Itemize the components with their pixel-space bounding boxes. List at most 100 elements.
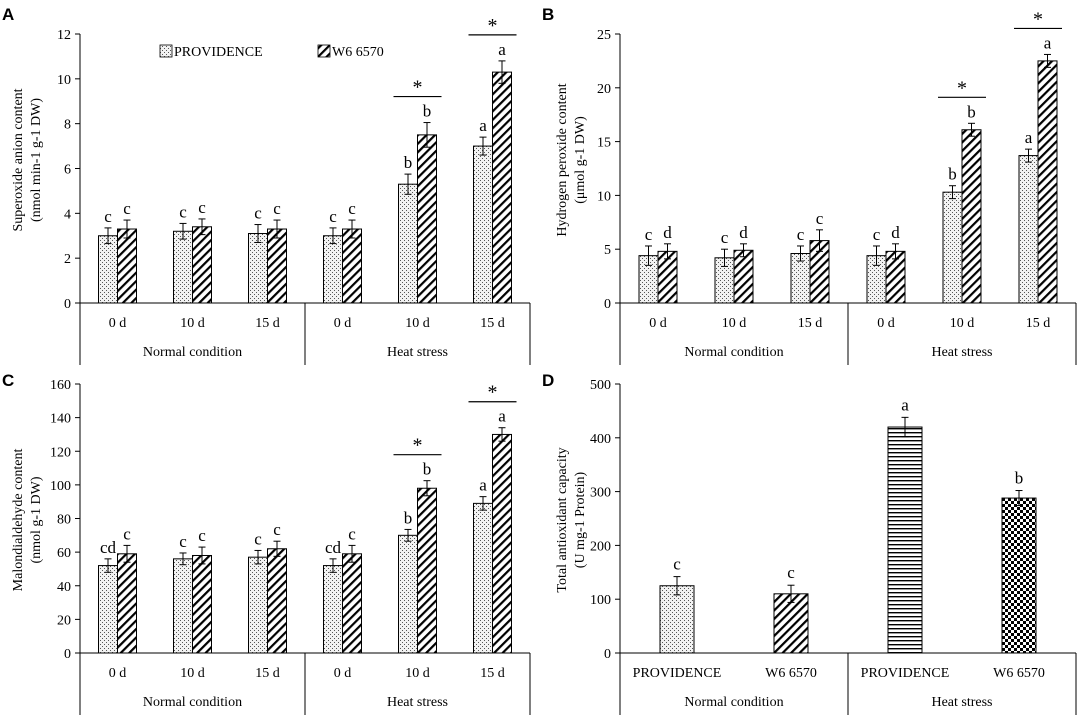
significance-letter: c [348, 199, 356, 218]
y-axis-title-a: Superoxide anion content (nmol min-1 g-1… [11, 88, 44, 231]
bar-w6-6570 [267, 228, 287, 304]
x-tick-label: 15 d [480, 316, 505, 331]
legend-swatch-w6-6570 [317, 44, 331, 58]
bar-w6-6570 [342, 228, 362, 304]
legend-label-w6-6570: W6 6570 [332, 45, 384, 60]
y-tick-label: 0 [604, 647, 611, 662]
y-tick-label: 140 [50, 412, 71, 427]
x-tick-label: 10 d [180, 316, 205, 331]
y-axis-title-c-line1: Malondialdehyde content [11, 449, 26, 592]
bar-providence [398, 534, 418, 654]
bar-providence [173, 558, 193, 654]
y-tick-label: 0 [604, 297, 611, 312]
x-tick-label: 15 d [798, 316, 823, 331]
y-tick-label: 80 [57, 513, 71, 528]
y-tick-label: 15 [597, 136, 611, 151]
x-tick-label: 0 d [109, 316, 127, 331]
significance-letter: c [179, 532, 187, 551]
bar-w6-6570 [117, 553, 137, 654]
y-axis-title-c: Malondialdehyde content (nmol g-1 DW) [11, 449, 44, 592]
group-label: Normal condition [143, 345, 242, 360]
significance-letter: c [198, 198, 206, 217]
bar-providence [473, 145, 493, 304]
bar-w6-6570 [267, 548, 287, 654]
panel-letter-d: D [542, 371, 554, 390]
x-tick-label: 15 d [255, 666, 280, 681]
bar-w6-6570 [492, 433, 512, 654]
x-tick-label: 10 d [405, 316, 430, 331]
significance-letter: a [901, 395, 909, 414]
bar-check [1001, 497, 1037, 654]
panel-letter-b: B [542, 5, 554, 24]
y-tick-label: 200 [590, 539, 611, 554]
y-tick-label: 40 [57, 580, 71, 595]
panel-letter-c: C [2, 371, 14, 390]
bar-providence [248, 233, 268, 304]
y-tick-label: 300 [590, 486, 611, 501]
y-tick-label: 400 [590, 432, 611, 447]
significance-star: * [413, 77, 423, 99]
bar-providence [942, 191, 963, 304]
y-tick-label: 60 [57, 546, 71, 561]
y-tick-label: 20 [597, 82, 611, 97]
y-axis-title-b: Hydrogen peroxide content (μmol g-1 DW) [555, 83, 588, 236]
significance-letter: c [254, 529, 262, 548]
y-axis-title-b-line2: (μmol g-1 DW) [573, 116, 588, 204]
bar-providence [98, 235, 118, 304]
y-tick-label: 160 [50, 378, 71, 393]
bar-providence [398, 183, 418, 304]
group-label: Normal condition [684, 345, 783, 360]
x-tick-label: 0 d [109, 666, 127, 681]
bar-hlines [887, 426, 923, 654]
bar-w6-6570 [1037, 60, 1058, 304]
legend: PROVIDENCE W6 6570 [159, 44, 384, 60]
x-tick-label: 15 d [480, 666, 505, 681]
bar-providence [248, 556, 268, 654]
x-tick-label: PROVIDENCE [861, 666, 950, 681]
bar-providence [98, 565, 118, 654]
legend-swatch-providence [159, 44, 173, 58]
y-tick-label: 100 [590, 593, 611, 608]
group-label: Normal condition [143, 695, 242, 710]
bar-w6-6570 [417, 487, 437, 654]
y-tick-label: 0 [64, 297, 71, 312]
significance-star: * [488, 15, 498, 37]
significance-letter: cd [325, 538, 342, 557]
chart-panel-b: 0 5 10 15 20 25 Normal condition Heat stress 0 d… [597, 8, 1077, 365]
y-axis-title-d-line1: Total antioxidant capacity [555, 447, 570, 592]
bar-w6-6570 [192, 554, 212, 654]
significance-letter: c [721, 228, 729, 247]
legend-label-providence: PROVIDENCE [174, 45, 263, 60]
x-tick-label: 0 d [649, 316, 667, 331]
chart-panel-a: 0 2 4 6 8 10 12 Normal condition Heat stress 0 d 1… [57, 15, 531, 365]
x-tick-label: 10 d [950, 316, 975, 331]
y-tick-label: 100 [50, 479, 71, 494]
bar-w6-6570 [492, 71, 512, 304]
significance-letter: a [1044, 33, 1052, 52]
significance-letter: c [179, 202, 187, 221]
significance-letter: a [498, 407, 506, 426]
group-label: Heat stress [931, 345, 992, 360]
y-tick-label: 8 [64, 118, 71, 133]
significance-letter: b [948, 165, 957, 184]
bar-w6-6570 [117, 228, 137, 304]
x-tick-label: 0 d [334, 666, 352, 681]
significance-letter: d [739, 223, 748, 242]
y-tick-label: 500 [590, 378, 611, 393]
x-tick-label: 10 d [405, 666, 430, 681]
y-axis-title-b-line1: Hydrogen peroxide content [555, 83, 570, 236]
significance-star: * [957, 77, 967, 99]
significance-letter: c [873, 225, 881, 244]
x-tick-label: 0 d [334, 316, 352, 331]
group-label: Normal condition [684, 695, 783, 710]
significance-letter: c [198, 526, 206, 545]
group-label: Heat stress [387, 345, 448, 360]
y-axis-title-a-line2: (nmol min-1 g-1 DW) [29, 98, 44, 222]
y-axis-title-c-line2: (nmol g-1 DW) [29, 476, 44, 563]
significance-letter: cd [100, 538, 117, 557]
significance-star: * [488, 382, 498, 404]
significance-letter: b [423, 460, 432, 479]
bar-providence [473, 502, 493, 654]
significance-letter: c [329, 207, 337, 226]
